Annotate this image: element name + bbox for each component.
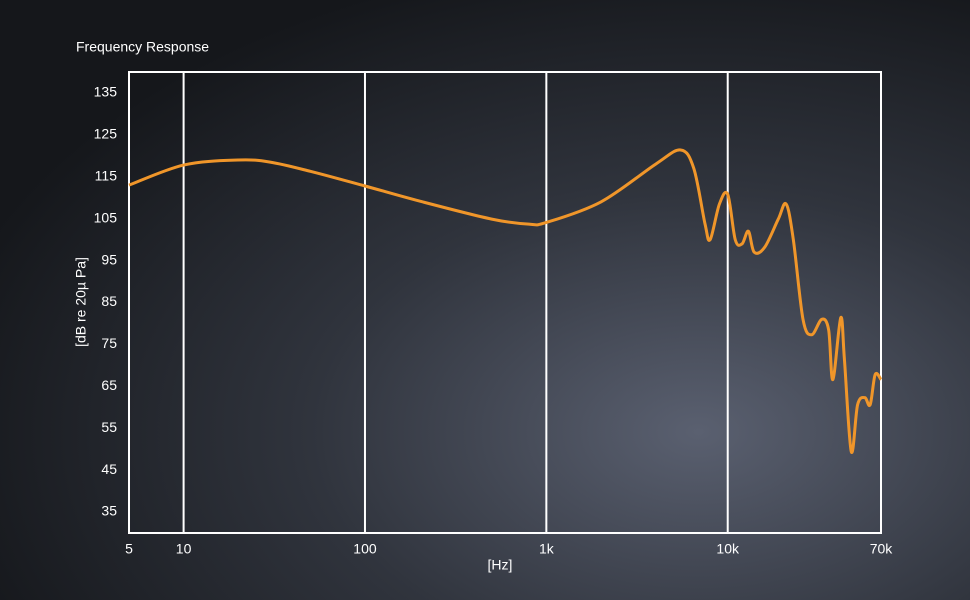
x-tick-label: 5 (125, 541, 133, 557)
plot-frame (128, 71, 882, 534)
y-tick-label: 105 (94, 209, 118, 225)
y-tick-label: 85 (101, 293, 117, 309)
y-tick-label: 95 (101, 251, 117, 267)
y-tick-label: 35 (101, 503, 117, 519)
y-tick-label: 125 (94, 126, 118, 142)
x-tick-label: 1k (539, 541, 555, 557)
y-tick-label: 75 (101, 335, 117, 351)
y-tick-label: 65 (101, 377, 117, 393)
x-tick-label: 10k (716, 541, 740, 557)
x-axis-label: [Hz] (488, 557, 513, 573)
x-tick-label: 70k (870, 541, 894, 557)
y-tick-label: 135 (94, 84, 118, 100)
chart-title: Frequency Response (76, 39, 209, 55)
y-axis-label: [dB re 20µ Pa] (73, 257, 89, 347)
x-tick-label: 100 (353, 541, 377, 557)
y-tick-label: 115 (95, 167, 118, 183)
x-tick-label: 10 (176, 541, 192, 557)
y-tick-label: 55 (101, 419, 117, 435)
response-line (128, 148, 883, 454)
y-tick-label: 45 (101, 461, 117, 477)
